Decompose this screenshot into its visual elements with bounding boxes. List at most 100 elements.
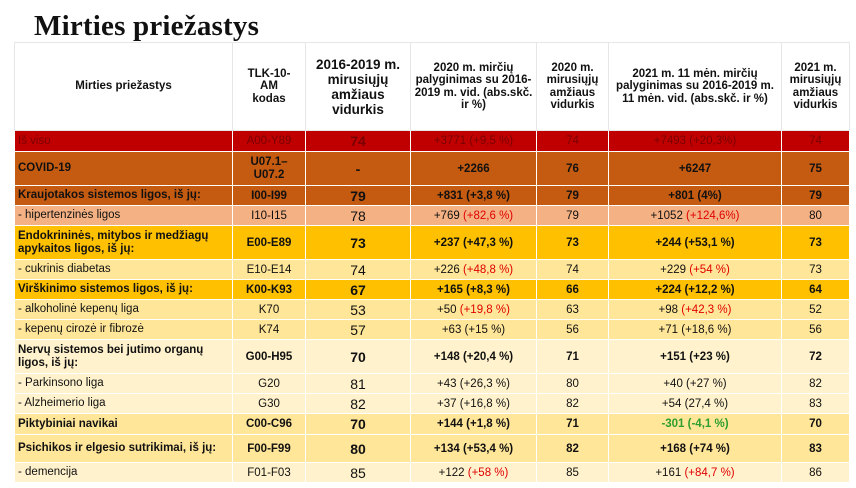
compare-2020-cell: +63 (+15 %) — [410, 319, 537, 340]
table-row: - hipertenzinės ligos I10-I15 78 +769 (+… — [14, 205, 850, 226]
avg-2021-cell: 72 — [781, 339, 850, 374]
compare-2020-value: +831 (+3,8 %) — [437, 189, 510, 202]
avg-2016-2019-cell: 70 — [305, 413, 411, 435]
compare-2020-cell: +3771 (+9,5 %) — [410, 130, 537, 152]
compare-2021-cell: +224 (+12,2 %) — [608, 279, 782, 300]
table-row: - kepenų cirozė ir fibrozė K74 57 +63 (+… — [14, 319, 850, 340]
header-code: TLK-10-AM kodas — [232, 42, 306, 131]
compare-2021-cell: +71 (+18,6 %) — [608, 319, 782, 340]
avg-2020-cell: 80 — [536, 373, 609, 394]
compare-2020-value: +2266 — [457, 162, 490, 175]
compare-2020-value: +769 — [433, 209, 463, 222]
table-row: Iš viso A00-Y89 74 +3771 (+9,5 %) 74 +74… — [14, 130, 850, 152]
code-cell: G30 — [232, 393, 306, 414]
cause-cell: Piktybiniai navikai — [14, 413, 233, 435]
avg-2016-2019-cell: - — [305, 151, 411, 186]
compare-2021-cell: -301 (-4,1 %) — [608, 413, 782, 435]
table-row: - Alzheimerio liga G30 82 +37 (+16,8 %) … — [14, 393, 850, 414]
header-compare-2021: 2021 m. 11 mėn. mirčių palyginimas su 20… — [608, 42, 782, 131]
avg-2021-cell: 83 — [781, 393, 850, 414]
cause-cell: Nervų sistemos bei jutimo organų ligos, … — [14, 339, 233, 374]
cause-cell: COVID-19 — [14, 151, 233, 186]
table-row: Nervų sistemos bei jutimo organų ligos, … — [14, 339, 850, 374]
header-row: Mirties priežastys TLK-10-AM kodas 2016-… — [14, 42, 850, 131]
table-row: - alkoholinė kepenų liga K70 53 +50 (+19… — [14, 299, 850, 320]
compare-2021-cell: +229 (+54 %) — [608, 259, 782, 280]
avg-2016-2019-cell: 78 — [305, 205, 411, 226]
compare-2020-value: +237 (+47,3 %) — [433, 236, 514, 249]
compare-2021-value: +1052 — [650, 209, 687, 222]
compare-2021-value: +71 (+18,6 %) — [658, 323, 732, 336]
cause-cell: - demencija — [14, 462, 233, 483]
compare-2021-value: +168 (+74 %) — [660, 442, 730, 455]
avg-2016-2019-cell: 53 — [305, 299, 411, 320]
compare-2021-cell: +40 (+27 %) — [608, 373, 782, 394]
cause-cell: - Alzheimerio liga — [14, 393, 233, 414]
avg-2020-cell: 73 — [536, 225, 609, 260]
table-row: Psichikos ir elgesio sutrikimai, iš jų: … — [14, 434, 850, 463]
compare-2021-cell: +244 (+53,1 %) — [608, 225, 782, 260]
table-row: Endokrininės, mitybos ir medžiagų apykai… — [14, 225, 850, 260]
compare-2021-value: +54 (27,4 %) — [661, 397, 729, 410]
compare-2020-cell: +769 (+82,6 %) — [410, 205, 537, 226]
compare-2020-value: +3771 (+9,5 %) — [433, 135, 514, 147]
code-cell: E10-E14 — [232, 259, 306, 280]
cause-cell: Virškinimo sistemos ligos, iš jų: — [14, 279, 233, 300]
avg-2016-2019-cell: 81 — [305, 373, 411, 394]
table-row: Piktybiniai navikai C00-C96 70 +144 (+1,… — [14, 413, 850, 435]
avg-2021-cell: 74 — [781, 130, 850, 152]
cause-cell: Psichikos ir elgesio sutrikimai, iš jų: — [14, 434, 233, 463]
header-compare-2020: 2020 m. mirčių palyginimas su 2016-2019 … — [410, 42, 537, 131]
cause-cell: - cukrinis diabetas — [14, 259, 233, 280]
avg-2016-2019-cell: 74 — [305, 259, 411, 280]
compare-2021-cell: +6247 — [608, 151, 782, 186]
compare-2021-value: +7493 (+20,3%) — [653, 135, 737, 147]
code-cell: I10-I15 — [232, 205, 306, 226]
cause-cell: Iš viso — [14, 130, 233, 152]
compare-2021-value: +224 (+12,2 %) — [655, 283, 735, 296]
avg-2016-2019-cell: 82 — [305, 393, 411, 414]
avg-2021-cell: 80 — [781, 205, 850, 226]
code-cell: G00-H95 — [232, 339, 306, 374]
compare-2021-cell: +801 (4%) — [608, 185, 782, 206]
cause-cell: Kraujotakos sistemos ligos, iš jų: — [14, 185, 233, 206]
compare-2020-cell: +237 (+47,3 %) — [410, 225, 537, 260]
avg-2020-cell: 82 — [536, 393, 609, 414]
compare-2021-value: +801 (4%) — [668, 189, 722, 202]
code-cell: G20 — [232, 373, 306, 394]
compare-2020-cell: +144 (+1,8 %) — [410, 413, 537, 435]
code-cell: K74 — [232, 319, 306, 340]
avg-2020-cell: 74 — [536, 259, 609, 280]
header-avg-2016-2019: 2016-2019 m. mirusiųjų amžiaus vidurkis — [305, 42, 411, 131]
avg-2021-cell: 82 — [781, 373, 850, 394]
cause-cell: - kepenų cirozė ir fibrozė — [14, 319, 233, 340]
compare-2021-highlight: (+124,6%) — [686, 209, 740, 222]
code-cell: F00-F99 — [232, 434, 306, 463]
avg-2021-cell: 86 — [781, 462, 850, 483]
compare-2021-highlight: (+42,3 %) — [681, 303, 732, 316]
compare-2020-cell: +50 (+19,8 %) — [410, 299, 537, 320]
code-cell: F01-F03 — [232, 462, 306, 483]
avg-2021-cell: 70 — [781, 413, 850, 435]
compare-2021-value: +6247 — [678, 162, 712, 175]
compare-2020-value: +134 (+53,4 %) — [433, 442, 514, 455]
compare-2020-value: +63 (+15 %) — [441, 323, 506, 336]
cause-cell: - hipertenzinės ligos — [14, 205, 233, 226]
table-row: Virškinimo sistemos ligos, iš jų: K00-K9… — [14, 279, 850, 300]
avg-2020-cell: 74 — [536, 130, 609, 152]
compare-2021-value: -301 (-4,1 %) — [661, 418, 729, 430]
avg-2020-cell: 82 — [536, 434, 609, 463]
avg-2020-cell: 63 — [536, 299, 609, 320]
table-row: - demencija F01-F03 85 +122 (+58 %) 85 +… — [14, 462, 850, 483]
compare-2021-highlight: (+84,7 %) — [684, 466, 735, 479]
compare-2021-value: +244 (+53,1 %) — [655, 236, 735, 249]
compare-2021-cell: +1052 (+124,6%) — [608, 205, 782, 226]
compare-2021-cell: +7493 (+20,3%) — [608, 130, 782, 152]
avg-2021-cell: 64 — [781, 279, 850, 300]
header-avg-2021: 2021 m. mirusiųjų amžiaus vidurkis — [781, 42, 850, 131]
header-avg-2020: 2020 m. mirusiųjų amžiaus vidurkis — [536, 42, 609, 131]
compare-2020-value: +122 — [438, 466, 468, 479]
compare-2020-highlight: (+82,6 %) — [462, 209, 514, 222]
compare-2020-cell: +148 (+20,4 %) — [410, 339, 537, 374]
avg-2020-cell: 79 — [536, 205, 609, 226]
